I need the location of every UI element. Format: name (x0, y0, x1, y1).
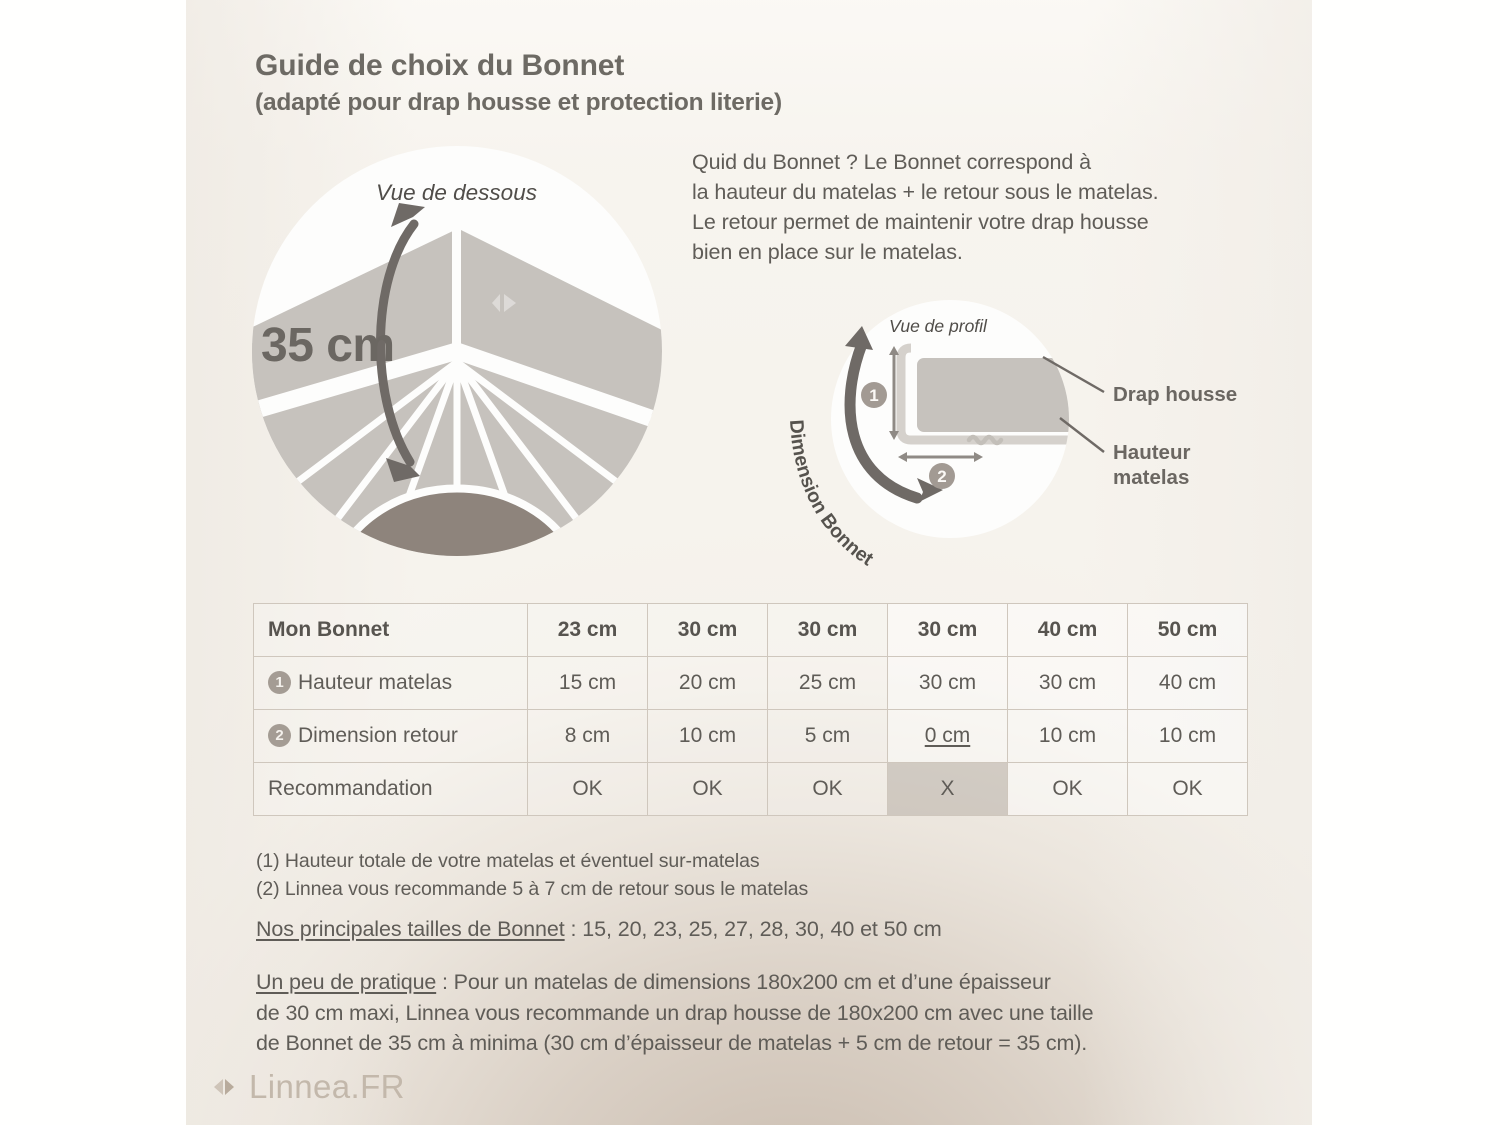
table-cell-reco: OK (647, 762, 768, 816)
table-cell-retour: 10 cm (1127, 709, 1248, 763)
table-cell-retour: 5 cm (767, 709, 888, 763)
table-cell-retour: 0 cm (887, 709, 1008, 763)
bonnet-arc-arrow (844, 326, 943, 504)
table-cell-bonnet: 23 cm (527, 603, 648, 657)
table-cell-reco: OK (527, 762, 648, 816)
footnote-2: (2) Linnea vous recommande 5 à 7 cm de r… (256, 877, 809, 900)
practice-line-2: de 30 cm maxi, Linnea vous recommande un… (256, 1000, 1094, 1025)
bonnet-table: Mon Bonnet 23 cm 30 cm 30 cm 30 cm 40 cm… (253, 603, 1248, 816)
table-cell-hauteur: 30 cm (1007, 656, 1128, 710)
footnote-1: (1) Hauteur totale de votre matelas et é… (256, 850, 760, 872)
diamond-icon (214, 1079, 234, 1095)
measure-arrow (376, 203, 425, 482)
bonnet-measure-label: 35 cm (261, 319, 395, 372)
page-margin-right (1312, 0, 1500, 1125)
page-margin-left (0, 0, 186, 1125)
page-subtitle: (adapté pour drap housse et protection l… (255, 88, 782, 116)
badge-2-text: 2 (937, 467, 946, 486)
table-cell-hauteur: 30 cm (887, 656, 1008, 710)
intro-paragraph: Quid du Bonnet ? Le Bonnet correspond à … (692, 148, 1272, 268)
table-cell-hauteur: 40 cm (1127, 656, 1248, 710)
table-cell-bonnet: 30 cm (767, 603, 888, 657)
bottom-view-illustration (252, 146, 662, 556)
table-cell-reco: OK (1007, 762, 1128, 816)
table-label-dimension-retour: 2 Dimension retour (253, 709, 528, 763)
leader-line-sheet (1042, 355, 1105, 394)
table-header-label: Mon Bonnet (253, 603, 528, 657)
practice-paragraph: Un peu de pratique : Pour un matelas de … (256, 967, 1256, 1059)
practice-line-3: de Bonnet de 35 cm à minima (30 cm d’épa… (256, 1031, 1088, 1056)
table-cell-hauteur: 25 cm (767, 656, 888, 710)
table-label-recommandation: Recommandation (253, 762, 528, 816)
bottom-view-caption: Vue de dessous (376, 180, 537, 205)
intro-line: Quid du Bonnet ? Le Bonnet correspond à (692, 150, 1091, 174)
mattress-block (917, 358, 1069, 432)
table-cell-retour: 8 cm (527, 709, 648, 763)
table-cell-bonnet: 30 cm (887, 603, 1008, 657)
table-cell-hauteur: 20 cm (647, 656, 768, 710)
title-block: Guide de choix du Bonnet (adapté pour dr… (255, 48, 1015, 118)
logo-text: Linnea.FR (249, 1068, 405, 1105)
intro-line: la hauteur du matelas + le retour sous l… (692, 179, 1159, 204)
table-row-mattress-height: 1 Hauteur matelas 15 cm 20 cm 25 cm 30 cm… (253, 656, 1248, 710)
table-row-recommendation: Recommandation OK OK OK X OK OK (253, 762, 1248, 816)
table-cell-reco-bad: X (887, 762, 1008, 816)
table-cell-bonnet: 50 cm (1127, 603, 1248, 657)
side-view-caption: Vue de profil (889, 316, 987, 336)
table-cell-bonnet: 30 cm (647, 603, 768, 657)
sheet-corner-shape (252, 220, 662, 556)
table-cell-hauteur: 15 cm (527, 656, 648, 710)
badge-1-text: 1 (869, 386, 878, 405)
practice-label: Un peu de pratique (256, 970, 437, 994)
practice-line-1: Un peu de pratique : Pour un matelas de … (256, 970, 1051, 994)
table-cell-reco: OK (1127, 762, 1248, 816)
intro-line: Le retour permet de maintenir votre drap… (692, 209, 1149, 234)
sizes-value: : 15, 20, 23, 25, 27, 28, 30, 40 et 50 c… (564, 917, 942, 941)
callout-hauteur-line2: matelas (1113, 465, 1190, 489)
footnotes: (1) Hauteur totale de votre matelas et é… (256, 848, 1156, 904)
intro-line: bien en place sur le matelas. (692, 239, 963, 264)
background-right-fade (1082, 0, 1312, 1125)
callout-drap-housse: Drap housse (1113, 383, 1238, 406)
linnea-logo[interactable]: Linnea.FR (211, 1068, 405, 1106)
table-cell-retour: 10 cm (647, 709, 768, 763)
table-row-header: Mon Bonnet 23 cm 30 cm 30 cm 30 cm 40 cm… (253, 603, 1248, 657)
badge-2-circle (929, 463, 955, 489)
table-cell-retour: 10 cm (1007, 709, 1128, 763)
side-view-illustration: 1 2 (831, 300, 1069, 538)
sizes-line: Nos principales tailles de Bonnet : 15, … (256, 917, 1216, 942)
table-cell-bonnet: 40 cm (1007, 603, 1128, 657)
page-title: Guide de choix du Bonnet (255, 49, 625, 82)
table-cell-reco: OK (767, 762, 888, 816)
sizes-label: Nos principales tailles de Bonnet (256, 917, 565, 941)
badge-1-circle (861, 382, 887, 408)
badge-2: 2 (268, 724, 291, 747)
callout-hauteur-matelas: Hauteur matelas (1113, 441, 1190, 490)
table-label-hauteur-matelas: 1 Hauteur matelas (253, 656, 528, 710)
leader-line-mattress (1059, 417, 1105, 453)
table-row-return-dimension: 2 Dimension retour 8 cm 10 cm 5 cm 0 cm 1… (253, 709, 1248, 763)
callout-hauteur-line1: Hauteur (1113, 441, 1191, 464)
badge-1: 1 (268, 671, 291, 694)
